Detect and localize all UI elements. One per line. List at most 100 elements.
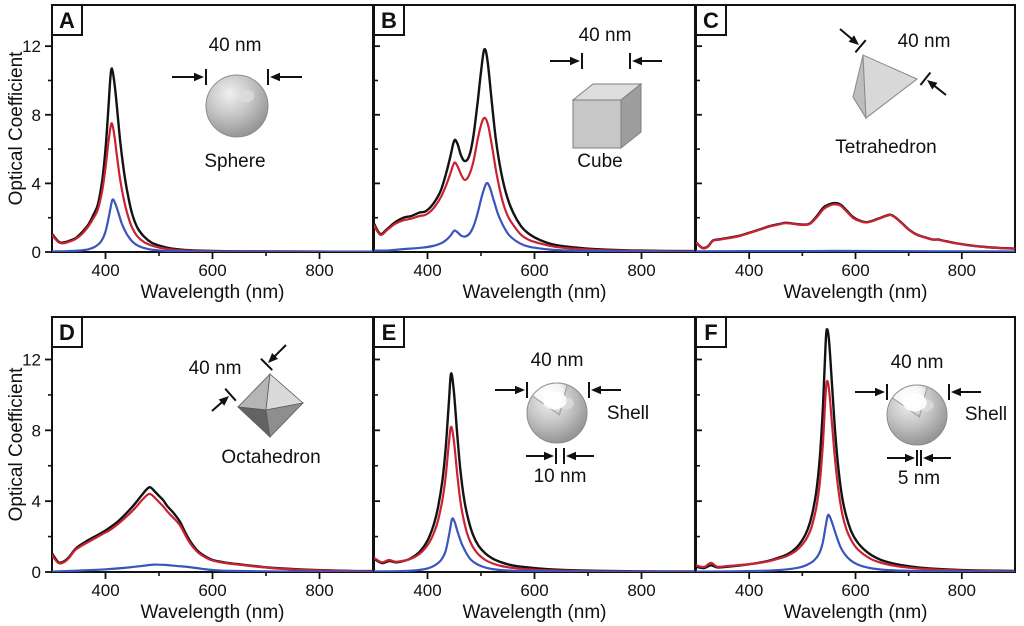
black-curve — [374, 47, 695, 252]
x-tick-label: 400 — [91, 581, 119, 600]
y-tick-label: 4 — [32, 174, 41, 193]
panel-letter-box — [51, 316, 83, 348]
plot-frame — [695, 4, 1016, 253]
y-tick-label: 4 — [32, 492, 41, 511]
panel-D: 400 600 800 0 4 8 12 Wavelength (nm) D 40 nm Octah… — [22, 316, 374, 623]
tetrahedron-icon — [862, 54, 918, 119]
dimension-bar — [854, 39, 867, 54]
red-curve — [374, 116, 695, 252]
blue-curve — [374, 517, 695, 572]
inset-thickness-label: 10 nm — [534, 466, 587, 487]
panel-letter: E — [382, 320, 397, 345]
arrowhead-icon — [515, 385, 525, 395]
x-axis-title: Wavelength (nm) — [141, 602, 285, 623]
inset-size-label: 40 nm — [898, 31, 951, 52]
dimension-arrow-line — [839, 28, 854, 41]
inset-tetrahedron: 40 nm Tetrahedron — [835, 28, 951, 158]
arrowhead-icon — [591, 385, 601, 395]
panel-letter-box — [373, 4, 405, 36]
shell-cavity — [542, 391, 567, 410]
panel-letter: A — [59, 8, 75, 33]
x-tick-label: 400 — [735, 581, 763, 600]
inset-octahedron: 40 nm Octahedron — [189, 344, 321, 468]
arrowhead-icon — [927, 80, 938, 90]
inset-shell: 40 nm Shell 10 nm — [495, 350, 649, 487]
panel-E: 400 600 800 Wavelength (nm) E 40 nm Shell 10 nm — [373, 316, 696, 623]
inset-name-label: Sphere — [204, 151, 265, 172]
x-tick-label: 800 — [305, 581, 333, 600]
x-tick-label: 600 — [198, 261, 226, 280]
dimension-arrow-line — [272, 344, 287, 359]
panel-letter: F — [704, 320, 717, 345]
blue-curve — [696, 249, 1015, 252]
x-tick-label: 600 — [520, 581, 548, 600]
panel-F: 400 600 800 Wavelength (nm) F 40 nm Shell 5 nm — [695, 316, 1016, 623]
red-curve — [696, 203, 1015, 250]
dimension-arrow-line — [932, 84, 947, 96]
x-tick-label: 600 — [841, 581, 869, 600]
x-tick-label: 400 — [413, 581, 441, 600]
panel-letter-box — [51, 4, 83, 36]
arrowhead-icon — [951, 387, 961, 397]
blue-curve — [374, 181, 695, 252]
panel-letter: B — [381, 8, 397, 33]
x-axis-title: Wavelength (nm) — [463, 602, 607, 623]
x-axis-title: Wavelength (nm) — [463, 282, 607, 303]
y-axis-title: Optical Coefficient — [6, 367, 27, 522]
panel-letter-box — [373, 316, 405, 348]
x-tick-label: 800 — [948, 581, 976, 600]
arrowhead-icon — [570, 56, 580, 66]
cube-icon — [572, 99, 622, 149]
y-tick-label: 12 — [22, 37, 41, 56]
panel-letter: C — [703, 8, 719, 33]
arrowhead-icon — [632, 56, 642, 66]
arrowhead-icon — [270, 72, 280, 82]
x-axis-title: Wavelength (nm) — [784, 602, 928, 623]
arrowhead-icon — [905, 453, 915, 463]
blue-curve — [52, 198, 373, 252]
x-tick-label: 800 — [948, 261, 976, 280]
red-curve — [374, 425, 695, 572]
octahedron-icon — [265, 402, 305, 438]
inset-thickness-label: 5 nm — [898, 468, 940, 489]
x-tick-label: 600 — [198, 581, 226, 600]
plot-frame — [373, 316, 696, 573]
arrowhead-icon — [218, 396, 229, 406]
x-tick-label: 400 — [413, 261, 441, 280]
x-axis-title: Wavelength (nm) — [784, 282, 928, 303]
x-tick-label: 400 — [735, 261, 763, 280]
x-tick-label: 600 — [520, 261, 548, 280]
x-tick-label: 600 — [841, 261, 869, 280]
dimension-bar — [260, 358, 273, 371]
inset-sphere: 40 nm Sphere — [172, 35, 302, 172]
plot-frame — [51, 4, 374, 253]
panel-letter-box — [695, 4, 727, 36]
inset-shell: 40 nm Shell 5 nm — [855, 352, 1007, 489]
y-tick-label: 0 — [32, 243, 41, 262]
dimension-bar — [224, 388, 237, 402]
arrowhead-icon — [875, 387, 885, 397]
arrowhead-icon — [923, 453, 933, 463]
y-tick-label: 8 — [32, 106, 41, 125]
arrowhead-icon — [544, 451, 554, 461]
x-axis-title: Wavelength (nm) — [141, 282, 285, 303]
panel-A: 400 600 800 0 4 8 12 Wavelength (nm) A 40 nm Spher… — [22, 4, 374, 303]
panel-C: 400 600 800 Wavelength (nm) C 40 nm Tetrahedro… — [695, 4, 1016, 303]
y-tick-label: 12 — [22, 351, 41, 370]
panel-letter-box — [695, 316, 727, 348]
x-tick-label: 800 — [627, 261, 655, 280]
x-tick-label: 400 — [91, 261, 119, 280]
dimension-bar — [919, 71, 932, 86]
inset-name-label: Cube — [577, 151, 622, 172]
inset-size-label: 40 nm — [189, 358, 242, 379]
panel-letter: D — [59, 320, 75, 345]
blue-curve — [696, 513, 1015, 572]
arrowhead-icon — [194, 72, 204, 82]
inset-size-label: 40 nm — [579, 25, 632, 46]
red-curve — [52, 492, 373, 572]
dimension-arrow-line — [211, 400, 224, 412]
inset-name-label: Octahedron — [221, 447, 320, 468]
sphere-icon — [205, 74, 269, 138]
plot-frame — [695, 316, 1016, 573]
